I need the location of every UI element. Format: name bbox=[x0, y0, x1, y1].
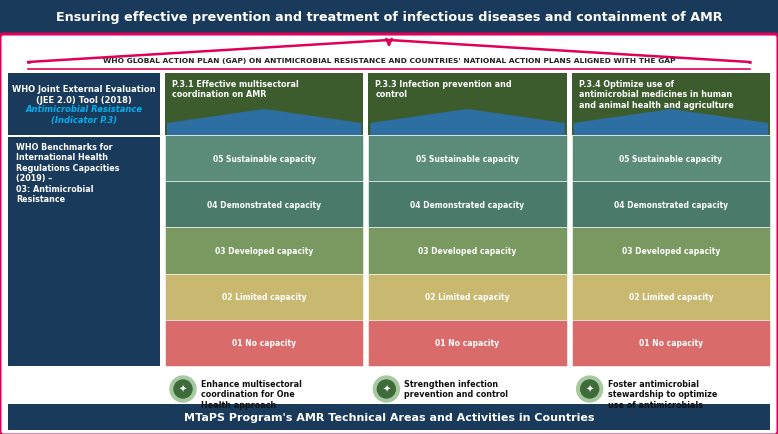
Text: ✦: ✦ bbox=[382, 384, 391, 394]
FancyBboxPatch shape bbox=[165, 182, 363, 228]
Text: P.3.3 Infection prevention and
control: P.3.3 Infection prevention and control bbox=[375, 80, 512, 99]
Circle shape bbox=[170, 376, 196, 402]
Text: 05 Sustainable capacity: 05 Sustainable capacity bbox=[212, 154, 316, 163]
Polygon shape bbox=[167, 110, 361, 136]
Text: 04 Demonstrated capacity: 04 Demonstrated capacity bbox=[207, 201, 321, 209]
Text: 02 Limited capacity: 02 Limited capacity bbox=[426, 293, 510, 302]
Text: P.3.4 Optimize use of
antimicrobial medicines in human
and animal health and agr: P.3.4 Optimize use of antimicrobial medi… bbox=[579, 80, 734, 109]
FancyBboxPatch shape bbox=[368, 320, 566, 366]
Text: MTaPS Program's AMR Technical Areas and Activities in Countries: MTaPS Program's AMR Technical Areas and … bbox=[184, 412, 594, 422]
Text: 05 Sustainable capacity: 05 Sustainable capacity bbox=[619, 154, 723, 163]
FancyBboxPatch shape bbox=[368, 136, 566, 182]
Text: 01 No capacity: 01 No capacity bbox=[436, 339, 499, 348]
Text: 02 Limited capacity: 02 Limited capacity bbox=[222, 293, 307, 302]
FancyBboxPatch shape bbox=[572, 320, 770, 366]
FancyBboxPatch shape bbox=[165, 320, 363, 366]
FancyBboxPatch shape bbox=[368, 182, 566, 228]
Text: ✦: ✦ bbox=[586, 384, 594, 394]
Text: 03 Developed capacity: 03 Developed capacity bbox=[215, 247, 314, 256]
Circle shape bbox=[576, 376, 603, 402]
FancyBboxPatch shape bbox=[368, 274, 566, 320]
Polygon shape bbox=[370, 110, 565, 136]
Text: 03 Developed capacity: 03 Developed capacity bbox=[419, 247, 517, 256]
FancyBboxPatch shape bbox=[165, 74, 363, 136]
Text: Strengthen infection
prevention and control: Strengthen infection prevention and cont… bbox=[405, 379, 508, 398]
Text: Enhance multisectoral
coordination for One
Health approach: Enhance multisectoral coordination for O… bbox=[201, 379, 302, 409]
FancyBboxPatch shape bbox=[572, 228, 770, 274]
FancyBboxPatch shape bbox=[0, 0, 778, 36]
FancyBboxPatch shape bbox=[368, 74, 566, 136]
Text: 04 Demonstrated capacity: 04 Demonstrated capacity bbox=[614, 201, 728, 209]
Text: ✦: ✦ bbox=[179, 384, 187, 394]
FancyBboxPatch shape bbox=[165, 136, 363, 182]
FancyBboxPatch shape bbox=[572, 136, 770, 182]
Text: Ensuring effective prevention and treatment of infectious diseases and containme: Ensuring effective prevention and treatm… bbox=[56, 11, 722, 24]
FancyBboxPatch shape bbox=[8, 404, 770, 430]
FancyBboxPatch shape bbox=[368, 228, 566, 274]
Text: 01 No capacity: 01 No capacity bbox=[232, 339, 296, 348]
Text: WHO GLOBAL ACTION PLAN (GAP) ON ANTIMICROBIAL RESISTANCE AND COUNTRIES' NATIONAL: WHO GLOBAL ACTION PLAN (GAP) ON ANTIMICR… bbox=[103, 58, 675, 64]
Text: Foster antimicrobial
stewardship to optimize
use of antimicrobials: Foster antimicrobial stewardship to opti… bbox=[608, 379, 717, 409]
FancyBboxPatch shape bbox=[165, 228, 363, 274]
FancyBboxPatch shape bbox=[165, 274, 363, 320]
Text: 01 No capacity: 01 No capacity bbox=[639, 339, 703, 348]
Text: 03 Developed capacity: 03 Developed capacity bbox=[622, 247, 720, 256]
Circle shape bbox=[377, 380, 395, 398]
FancyBboxPatch shape bbox=[572, 74, 770, 136]
Text: P.3.1 Effective multisectoral
coordination on AMR: P.3.1 Effective multisectoral coordinati… bbox=[172, 80, 299, 99]
Text: WHO Benchmarks for
International Health
Regulations Capacities
(2019) –
03: Anti: WHO Benchmarks for International Health … bbox=[16, 143, 120, 204]
Circle shape bbox=[580, 380, 598, 398]
Text: 04 Demonstrated capacity: 04 Demonstrated capacity bbox=[411, 201, 524, 209]
Text: WHO Joint External Evaluation
(JEE 2.0) Tool (2018): WHO Joint External Evaluation (JEE 2.0) … bbox=[12, 85, 156, 105]
FancyBboxPatch shape bbox=[572, 274, 770, 320]
Circle shape bbox=[174, 380, 192, 398]
FancyBboxPatch shape bbox=[8, 74, 160, 136]
Text: 02 Limited capacity: 02 Limited capacity bbox=[629, 293, 713, 302]
Circle shape bbox=[373, 376, 399, 402]
FancyBboxPatch shape bbox=[572, 182, 770, 228]
Text: 05 Sustainable capacity: 05 Sustainable capacity bbox=[416, 154, 519, 163]
FancyBboxPatch shape bbox=[8, 138, 160, 366]
Polygon shape bbox=[573, 110, 768, 136]
Text: Antimicrobial Resistance
(Indicator P.3): Antimicrobial Resistance (Indicator P.3) bbox=[26, 105, 142, 125]
